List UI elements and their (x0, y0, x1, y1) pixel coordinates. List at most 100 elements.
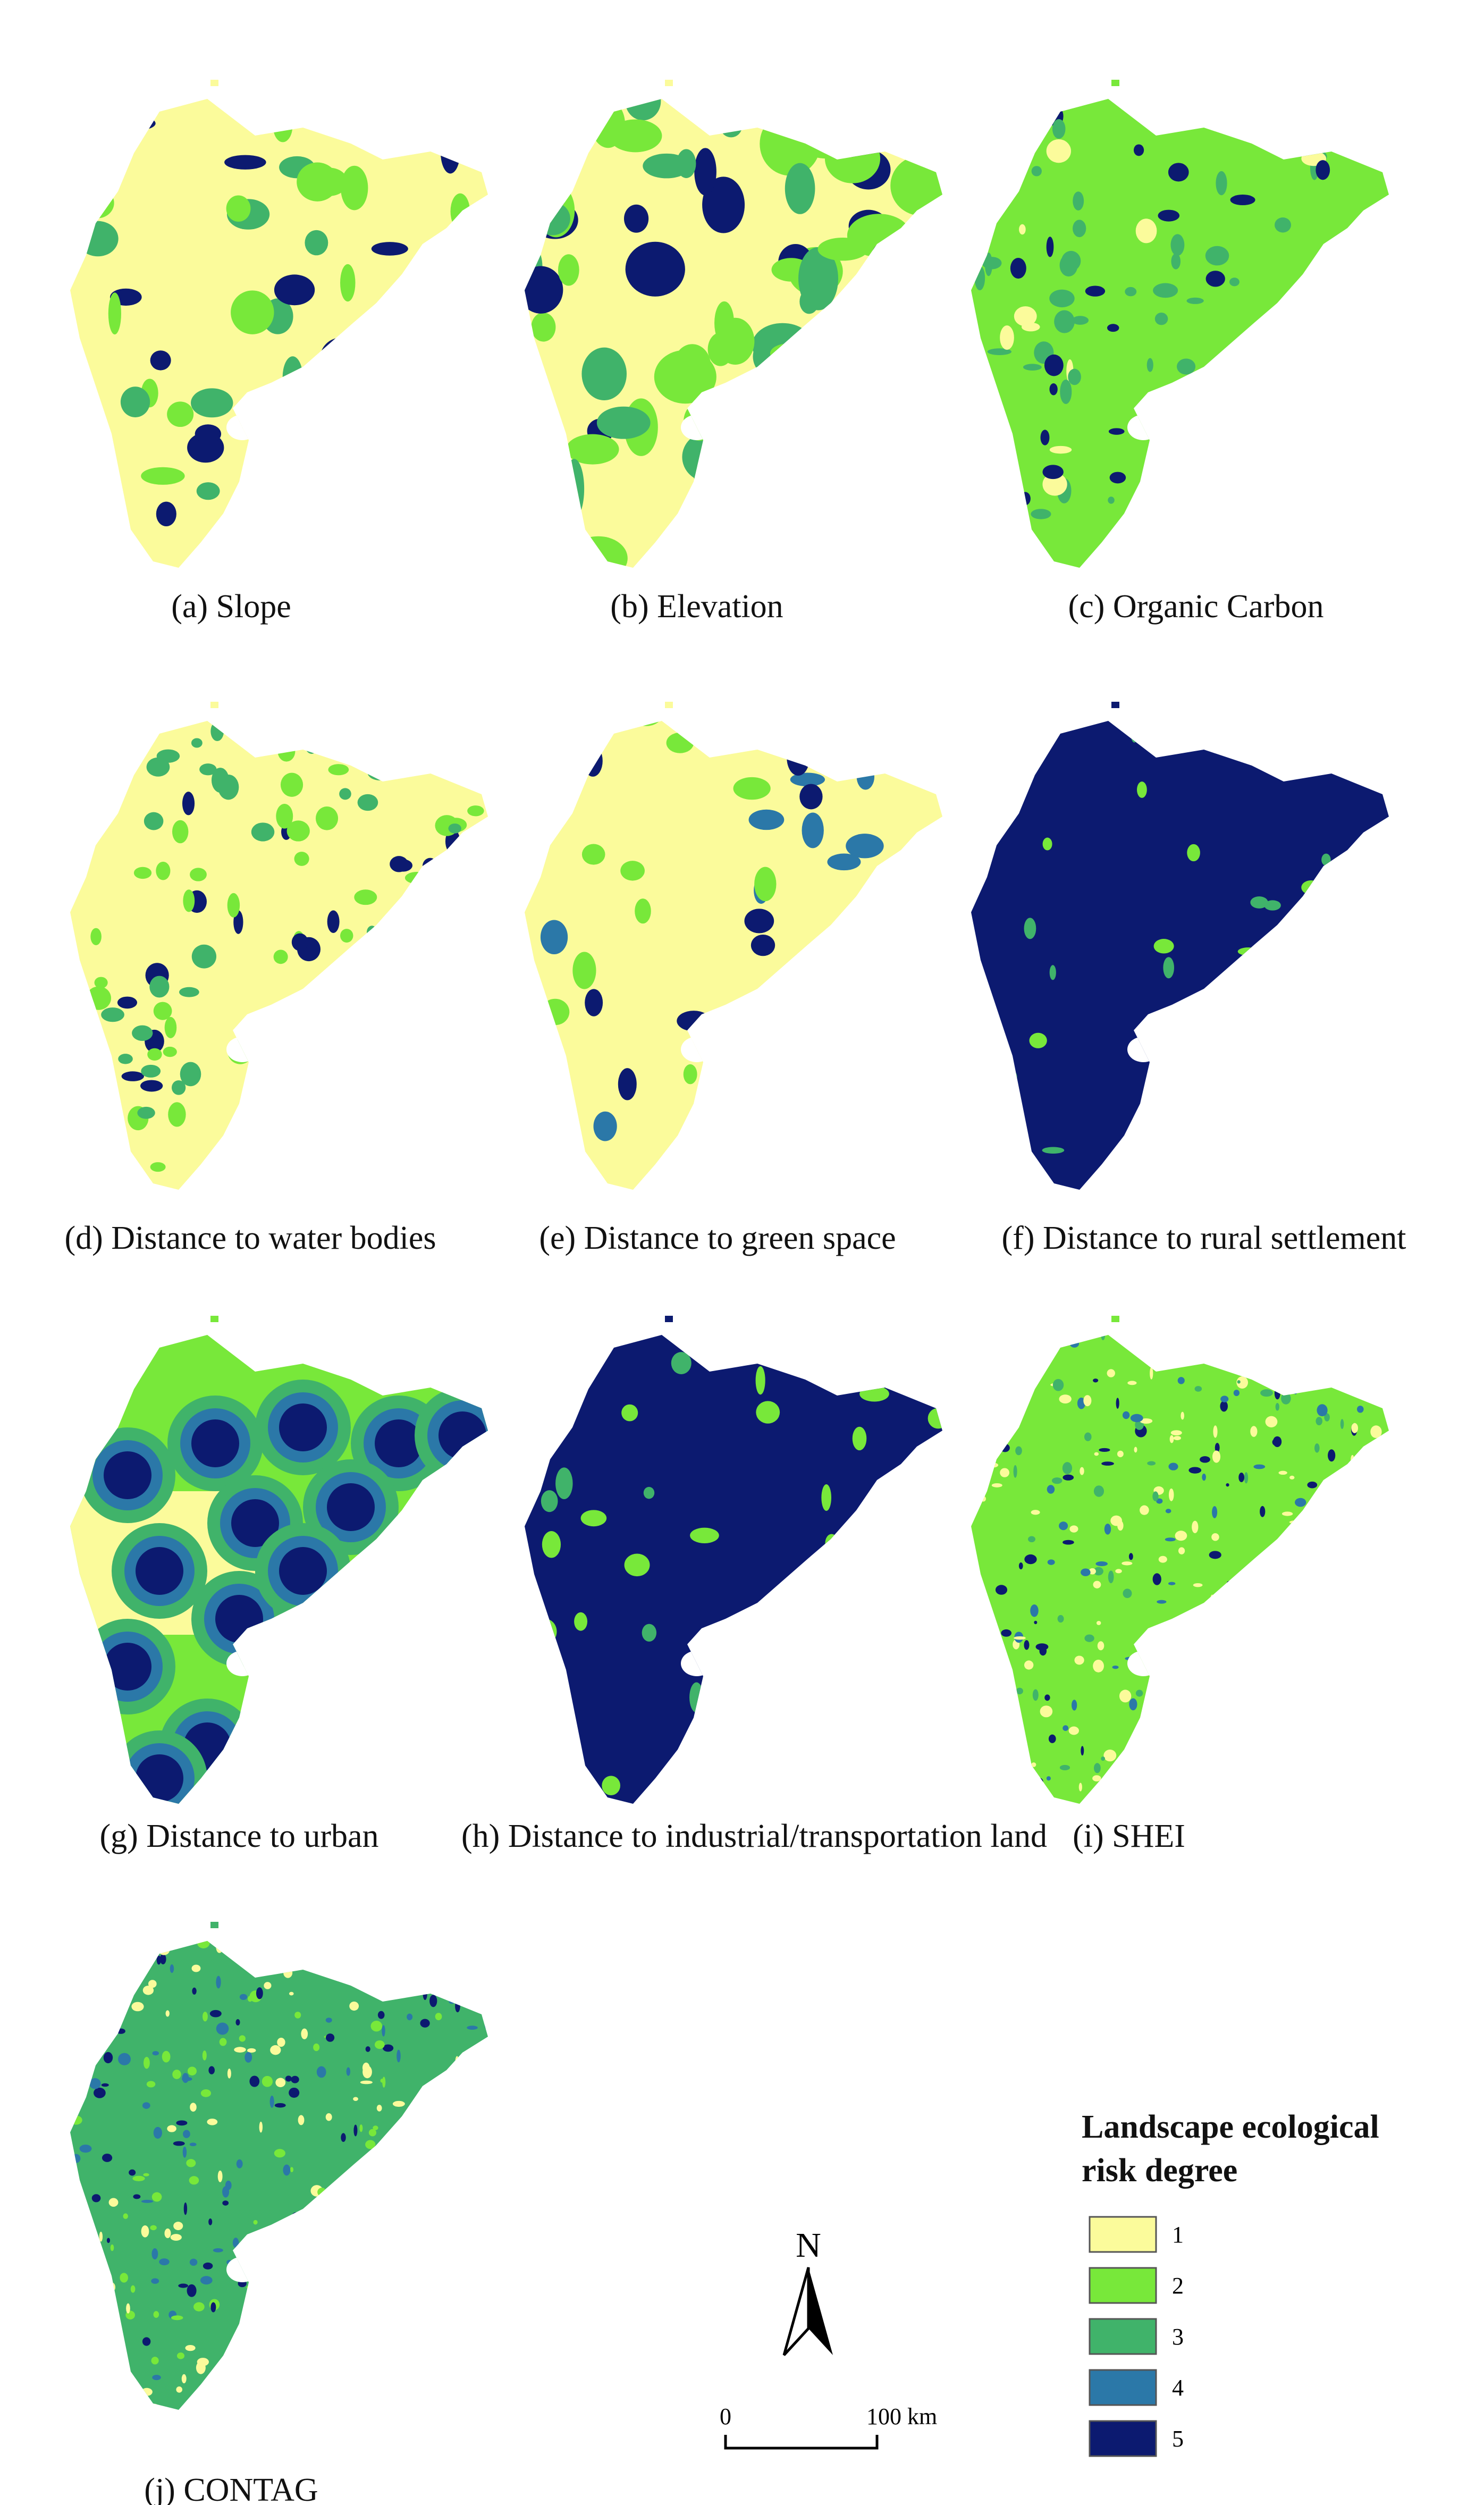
map-patch (609, 119, 662, 153)
map-patch (181, 2374, 187, 2384)
map-patch (1024, 1660, 1034, 1670)
map-patch (1233, 1390, 1240, 1397)
map-patch (1262, 1571, 1267, 1578)
map-patch (431, 1129, 454, 1141)
map-patch (348, 525, 373, 561)
map-patch (111, 1998, 117, 2004)
map-patch (1059, 1394, 1072, 1403)
map-patch (231, 1951, 242, 1961)
map-patch (1127, 1381, 1137, 1385)
map-patch (141, 2225, 149, 2238)
map-patch (1302, 1619, 1312, 1623)
map-patch (341, 2133, 346, 2142)
map-patch (1327, 1057, 1335, 1066)
map-patch (280, 1943, 285, 1949)
map-patch (352, 1926, 358, 1936)
map-patch (1237, 1380, 1241, 1384)
map-patch (980, 1614, 984, 1625)
map-patch (832, 1583, 846, 1611)
map-patch (1011, 1355, 1016, 1367)
map-patch (1216, 1691, 1222, 1699)
map-patch (1112, 1665, 1119, 1669)
map-patch (1204, 1686, 1213, 1692)
map-patch (250, 2321, 260, 2331)
map-patch (110, 2244, 114, 2251)
north-arrow: N (782, 2226, 833, 2356)
map-patch (465, 455, 485, 476)
map-patch (846, 1025, 883, 1057)
map-patch (409, 2109, 415, 2114)
map-patch (1153, 283, 1178, 298)
map-patch (1165, 1509, 1171, 1514)
map-patch (374, 2024, 380, 2031)
map-patch (94, 977, 108, 989)
map-patch (285, 2075, 292, 2082)
map-patch (785, 163, 815, 214)
map-patch (1157, 1600, 1167, 1604)
map-patch (1052, 119, 1066, 139)
map-patch (1156, 1498, 1163, 1504)
map-patch (151, 2278, 159, 2284)
map-patch (203, 2012, 208, 2022)
map-patch (765, 721, 783, 747)
map-patch (993, 1762, 999, 1767)
map-body (971, 721, 1389, 1190)
map-patch (377, 1185, 401, 1190)
map-patch (1046, 1776, 1051, 1781)
map-patch (83, 787, 108, 799)
map-patch (1063, 1540, 1074, 1545)
map-patch (580, 1510, 607, 1527)
map-patch (196, 482, 220, 500)
map-patch (624, 1553, 650, 1577)
map-patch (339, 788, 351, 800)
map-patch (994, 1384, 1001, 1389)
map-patch (1160, 1713, 1173, 1720)
map-patch (1328, 1449, 1336, 1462)
map-patch (1254, 1716, 1265, 1724)
map-patch (452, 2206, 458, 2216)
map-patch (429, 2203, 436, 2214)
map-patch (1083, 1395, 1092, 1407)
map-patch (1124, 519, 1138, 533)
map-patch (1243, 423, 1268, 443)
map-patch (1316, 160, 1330, 180)
map-patch (1052, 1378, 1064, 1391)
map-patch (453, 752, 474, 775)
map-patch (446, 2249, 457, 2262)
map-patch (416, 970, 441, 989)
map-patch (1161, 1318, 1171, 1330)
map-patch (176, 2120, 188, 2126)
map-patch (210, 2380, 215, 2384)
map-patch (353, 2124, 358, 2137)
map-patch (1169, 1435, 1174, 1443)
map-body (70, 721, 488, 1190)
map-patch (214, 1150, 237, 1163)
map-patch (990, 1733, 994, 1740)
map-patch (171, 1080, 186, 1095)
map-patch (751, 934, 775, 956)
map-patch (1331, 1588, 1343, 1593)
map-patch (104, 1451, 151, 1499)
map-patch (1119, 1689, 1132, 1703)
map-patch (70, 2243, 80, 2249)
map-patch (1168, 1462, 1178, 1470)
map-patch (256, 721, 266, 728)
map-patch (250, 2272, 255, 2276)
map-patch (277, 2037, 285, 2047)
map-patch (158, 1916, 170, 1921)
map-patch (210, 2302, 216, 2313)
map-patch (1275, 1321, 1287, 1330)
map-patch (569, 536, 628, 568)
map-patch (1000, 1407, 1013, 1417)
map-patch (346, 2067, 351, 2076)
map-patch (1095, 1561, 1108, 1567)
map-patch (430, 2316, 441, 2325)
map-patch (156, 1955, 161, 1965)
map-patch (173, 2141, 185, 2146)
map-patch (390, 733, 403, 750)
map-patch (1048, 1734, 1056, 1743)
map-patch (1200, 1668, 1208, 1679)
map-patch (1186, 297, 1204, 304)
map-patch (1168, 163, 1189, 182)
map-patch (1131, 722, 1139, 743)
